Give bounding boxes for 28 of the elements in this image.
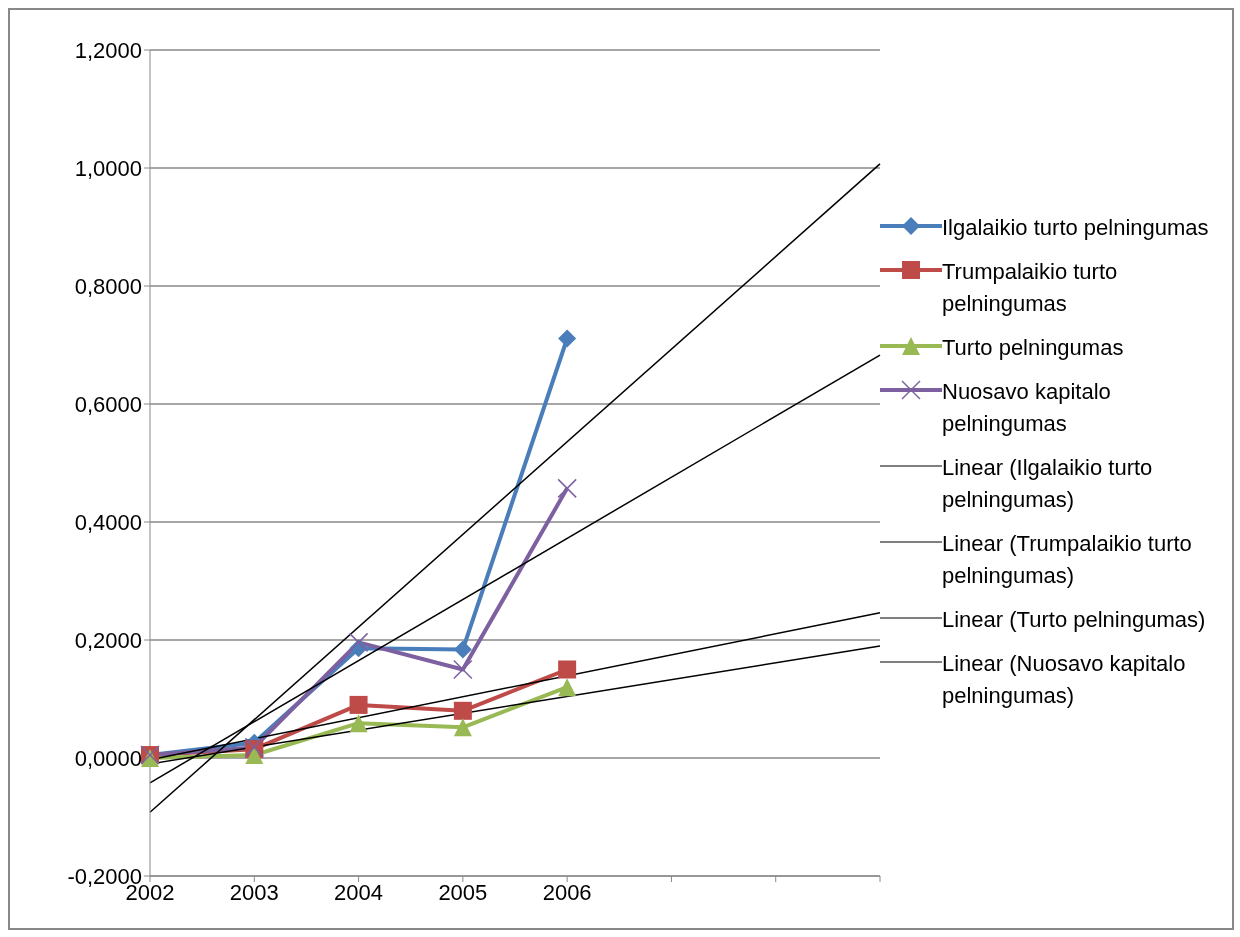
legend-label: Nuosavo kapitalo pelningumas	[942, 378, 1112, 438]
legend-label: Turto pelningumas	[942, 334, 1124, 362]
y-tick-label: 0,6000	[74, 391, 142, 417]
legend-label: Ilgalaikio turto pelningumas	[942, 214, 1209, 242]
y-tick-label: 1,0000	[74, 155, 142, 181]
x-tick-label: 2004	[334, 879, 384, 905]
point	[453, 718, 472, 737]
legend-label: Linear (Nuosavo kapitalo pelningumas)	[942, 650, 1187, 710]
y-tick-label: 0,4000	[74, 509, 142, 535]
point	[349, 695, 368, 714]
x-tick-label: 2003	[229, 879, 279, 905]
y-tick-label: 1,2000	[74, 37, 142, 63]
legend-label: Trumpalaikio turto pelningumas	[942, 258, 1119, 318]
point	[453, 640, 472, 659]
legend-label: Linear (Ilgalaikio turto pelningumas)	[942, 454, 1154, 514]
x-tick-label: 2006	[542, 879, 592, 905]
point	[558, 660, 577, 679]
legend-label: Linear (Trumpalaikio turto pelningumas)	[942, 530, 1193, 590]
point	[245, 746, 264, 765]
y-tick-label: 0,8000	[74, 273, 142, 299]
legend-label: Linear (Turto pelningumas)	[942, 606, 1206, 634]
point	[453, 701, 472, 720]
point	[558, 329, 577, 348]
x-tick-label: 2005	[438, 879, 488, 905]
point	[558, 678, 577, 697]
point	[349, 714, 368, 733]
y-tick-label: 0,2000	[74, 627, 142, 653]
y-tick-label: 0,0000	[74, 745, 142, 771]
